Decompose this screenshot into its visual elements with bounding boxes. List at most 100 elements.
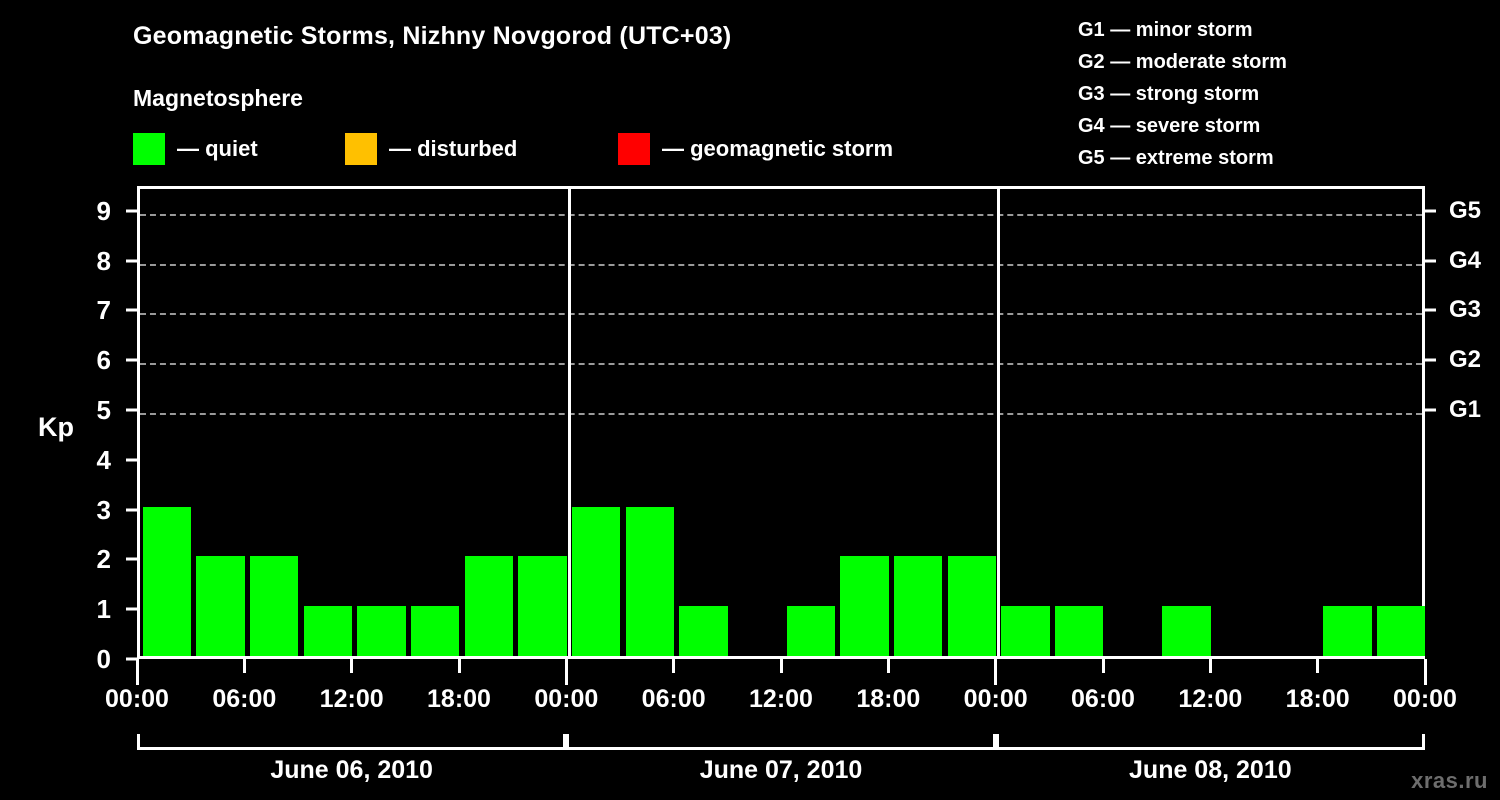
bar — [518, 556, 567, 656]
legend-label-disturbed: — disturbed — [389, 136, 518, 161]
watermark: xras.ru — [1411, 768, 1488, 793]
y-axis-title: Kp — [38, 412, 74, 442]
bar — [571, 506, 621, 656]
g-tick-mark-G1 — [1425, 408, 1436, 412]
y-tick-label-1: 1 — [96, 594, 111, 625]
x-tick-mark-1 — [242, 659, 246, 673]
bar — [679, 606, 728, 656]
y-tick-label-8: 8 — [96, 245, 111, 276]
gridline-kp-5 — [140, 413, 1422, 416]
g-scale-line-5: G5 — extreme storm — [1078, 147, 1274, 169]
y-tick-label-7: 7 — [96, 295, 111, 326]
x-tick-label-4: 00:00 — [534, 685, 599, 713]
page-title: Geomagnetic Storms, Nizhny Novgorod (UTC… — [133, 22, 732, 50]
bar — [1162, 606, 1211, 656]
bar — [1054, 606, 1104, 656]
x-tick-mark-0 — [135, 659, 139, 685]
y-tick-mark-2 — [126, 557, 137, 561]
g-scale-line-2: G2 — moderate storm — [1078, 51, 1287, 73]
x-tick-label-1: 06:00 — [212, 685, 277, 713]
legend-swatch-geomagnetic-storm — [618, 133, 650, 165]
y-tick-mark-9 — [126, 209, 137, 213]
x-tick-mark-11 — [1316, 659, 1320, 673]
date-bracket-2 — [566, 734, 996, 750]
bar — [947, 556, 997, 656]
x-tick-label-10: 12:00 — [1178, 685, 1243, 713]
bar — [786, 606, 836, 656]
y-tick-mark-3 — [126, 508, 137, 512]
g-tick-mark-G4 — [1425, 259, 1436, 263]
legend-swatch-quiet — [133, 133, 165, 165]
y-tick-mark-0 — [126, 657, 137, 661]
magnetosphere-label: Magnetosphere — [133, 85, 303, 111]
x-tick-mark-6 — [779, 659, 783, 673]
x-tick-label-9: 06:00 — [1071, 685, 1135, 713]
x-tick-label-11: 18:00 — [1285, 685, 1350, 713]
day-separator-1 — [567, 189, 571, 656]
y-tick-label-4: 4 — [96, 444, 111, 475]
g-tick-label-G5: G5 — [1449, 196, 1482, 224]
x-tick-mark-8 — [994, 659, 998, 685]
x-tick-label-0: 00:00 — [105, 685, 169, 713]
legend-item-disturbed: — disturbed — [345, 133, 517, 165]
legend-swatch-disturbed — [345, 133, 377, 165]
x-tick-mark-4 — [564, 659, 568, 685]
legend-label-quiet: — quiet — [177, 136, 258, 161]
y-tick-mark-4 — [126, 458, 137, 462]
g-scale-legend: G1 — minor storm G2 — moderate storm G3 — … — [1078, 14, 1287, 174]
bar — [249, 556, 299, 656]
legend-label-geomagnetic-storm: — geomagnetic storm — [662, 136, 894, 161]
plot-area — [137, 186, 1426, 659]
y-tick-mark-5 — [126, 408, 137, 412]
g-tick-mark-G3 — [1425, 308, 1436, 312]
y-tick-mark-6 — [126, 358, 137, 362]
date-label-1: June 06, 2010 — [270, 756, 433, 784]
day-separator-2 — [997, 189, 1001, 656]
legend-item-quiet: — quiet — [133, 133, 258, 165]
g-scale-line-1: G1 — minor storm — [1078, 19, 1253, 41]
g-scale-line-3: G3 — strong storm — [1078, 83, 1260, 105]
x-tick-label-12: 00:00 — [1393, 685, 1457, 713]
bar — [625, 506, 675, 656]
bar — [410, 606, 460, 656]
gridline-kp-8 — [140, 263, 1422, 266]
gridline-kp-7 — [140, 313, 1422, 316]
x-tick-label-5: 06:00 — [641, 685, 706, 713]
g-tick-label-G4: G4 — [1449, 246, 1482, 274]
y-tick-label-6: 6 — [96, 345, 111, 376]
date-bracket-3 — [995, 734, 1425, 750]
x-tick-label-2: 12:00 — [319, 685, 384, 713]
bar — [142, 506, 192, 656]
bar — [1376, 606, 1426, 656]
x-tick-mark-2 — [350, 659, 354, 673]
y-tick-label-5: 5 — [96, 395, 111, 426]
g-scale-line-4: G4 — severe storm — [1078, 115, 1261, 137]
date-bracket-1 — [137, 734, 567, 750]
bar — [303, 606, 353, 656]
g-tick-mark-G5 — [1425, 209, 1436, 213]
x-tick-mark-12 — [1423, 659, 1427, 685]
x-tick-label-8: 00:00 — [963, 685, 1028, 713]
g-tick-label-G3: G3 — [1449, 296, 1482, 324]
x-tick-label-3: 18:00 — [427, 685, 491, 713]
y-tick-mark-8 — [126, 259, 137, 263]
y-tick-label-2: 2 — [96, 544, 111, 575]
y-tick-mark-1 — [126, 607, 137, 611]
x-tick-label-7: 18:00 — [856, 685, 921, 713]
date-brackets: June 06, 2010 June 07, 2010 June 08, 2010 — [137, 734, 1425, 796]
legend-item-geomagnetic-storm: — geomagnetic storm — [618, 133, 893, 165]
y-tick-mark-7 — [126, 308, 137, 312]
bar — [357, 606, 406, 656]
x-tick-mark-3 — [457, 659, 461, 673]
gridline-kp-9 — [140, 213, 1422, 216]
x-tick-mark-7 — [886, 659, 890, 673]
bar — [196, 556, 245, 656]
g-axis: G1 G2 G3 G4 G5 — [1425, 186, 1500, 659]
x-axis: 00:00 06:00 12:00 18:00 00:00 06:00 12:00 18:00… — [105, 659, 1457, 719]
g-tick-label-G1: G1 — [1449, 396, 1482, 424]
bar — [840, 556, 889, 656]
gridline-kp-6 — [140, 363, 1422, 366]
x-tick-label-6: 12:00 — [749, 685, 813, 713]
y-tick-label-3: 3 — [96, 494, 111, 525]
y-tick-label-9: 9 — [96, 195, 111, 226]
